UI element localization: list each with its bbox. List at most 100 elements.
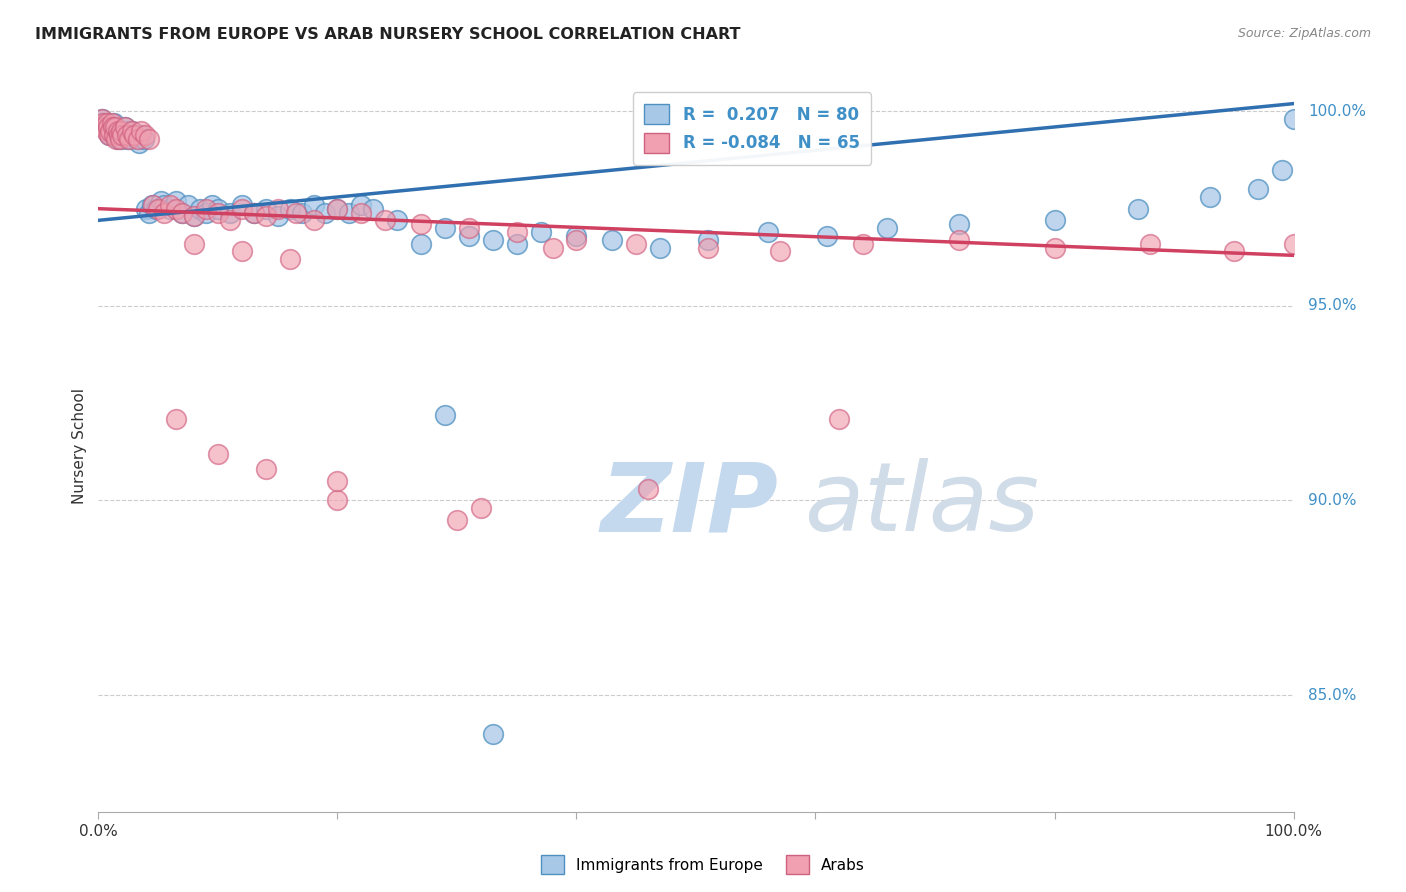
- Point: [104, 120, 127, 134]
- Point: [697, 233, 720, 247]
- Point: [107, 124, 129, 138]
- Point: [112, 128, 135, 142]
- Point: [165, 194, 187, 208]
- Legend: Immigrants from Europe, Arabs: Immigrants from Europe, Arabs: [534, 849, 872, 880]
- Point: [117, 124, 139, 138]
- Point: [138, 131, 160, 145]
- Point: [145, 202, 167, 216]
- Point: [446, 513, 468, 527]
- Point: [135, 202, 157, 216]
- Point: [337, 205, 360, 219]
- Point: [94, 116, 117, 130]
- Point: [315, 205, 337, 219]
- Point: [159, 202, 181, 216]
- Point: [697, 241, 720, 255]
- Point: [481, 727, 505, 741]
- Point: [111, 124, 134, 138]
- Point: [243, 205, 266, 219]
- Point: [107, 124, 129, 138]
- Point: [183, 210, 205, 224]
- Point: [600, 233, 623, 247]
- Point: [114, 120, 136, 134]
- Point: [131, 124, 153, 138]
- Point: [231, 198, 253, 212]
- Legend: R =  0.207   N = 80, R = -0.084   N = 65: R = 0.207 N = 80, R = -0.084 N = 65: [633, 92, 872, 165]
- Point: [132, 131, 155, 145]
- Point: [290, 205, 312, 219]
- Point: [411, 236, 433, 251]
- Point: [1282, 112, 1305, 127]
- Text: 95.0%: 95.0%: [1308, 299, 1357, 313]
- Point: [1043, 213, 1066, 227]
- Point: [815, 228, 838, 243]
- Point: [100, 116, 122, 130]
- Point: [149, 194, 172, 208]
- Point: [131, 128, 153, 142]
- Point: [207, 202, 229, 216]
- Point: [231, 244, 253, 259]
- Point: [219, 205, 242, 219]
- Point: [98, 120, 122, 134]
- Point: [100, 124, 122, 138]
- Point: [104, 124, 127, 138]
- Point: [91, 116, 114, 130]
- Point: [411, 217, 433, 231]
- Point: [124, 128, 146, 142]
- Point: [114, 120, 136, 134]
- Point: [267, 210, 290, 224]
- Point: [231, 202, 253, 216]
- Point: [124, 128, 146, 142]
- Point: [115, 131, 138, 145]
- Point: [96, 120, 118, 134]
- Point: [121, 124, 143, 138]
- Point: [876, 221, 898, 235]
- Point: [254, 462, 277, 476]
- Point: [201, 198, 224, 212]
- Point: [243, 205, 266, 219]
- Point: [121, 124, 143, 138]
- Point: [1128, 202, 1150, 216]
- Point: [107, 128, 129, 142]
- Point: [138, 205, 160, 219]
- Point: [278, 252, 301, 267]
- Point: [177, 198, 200, 212]
- Point: [94, 124, 117, 138]
- Point: [103, 128, 125, 142]
- Point: [194, 202, 217, 216]
- Point: [948, 233, 970, 247]
- Text: 90.0%: 90.0%: [1308, 493, 1357, 508]
- Point: [284, 205, 307, 219]
- Point: [91, 116, 114, 130]
- Point: [153, 205, 176, 219]
- Point: [624, 236, 647, 251]
- Point: [98, 124, 122, 138]
- Point: [1139, 236, 1161, 251]
- Point: [433, 408, 456, 422]
- Point: [93, 120, 115, 134]
- Point: [326, 202, 349, 216]
- Point: [159, 198, 181, 212]
- Text: ZIP: ZIP: [600, 458, 779, 551]
- Point: [97, 120, 120, 134]
- Point: [326, 493, 349, 508]
- Point: [506, 236, 529, 251]
- Point: [101, 128, 124, 142]
- Point: [127, 131, 149, 145]
- Point: [118, 131, 141, 145]
- Point: [506, 225, 529, 239]
- Point: [1043, 241, 1066, 255]
- Point: [172, 205, 194, 219]
- Point: [350, 205, 373, 219]
- Point: [142, 198, 165, 212]
- Point: [565, 233, 588, 247]
- Text: atlas: atlas: [804, 458, 1039, 551]
- Point: [350, 198, 373, 212]
- Point: [385, 213, 409, 227]
- Point: [828, 411, 851, 425]
- Point: [852, 236, 875, 251]
- Point: [433, 221, 456, 235]
- Point: [108, 128, 131, 142]
- Point: [111, 128, 134, 142]
- Point: [110, 124, 132, 138]
- Point: [101, 120, 124, 134]
